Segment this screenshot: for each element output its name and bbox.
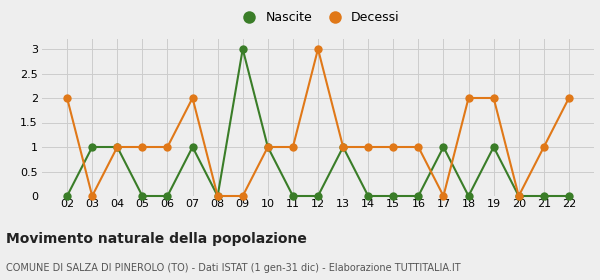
- Nascite: [289, 194, 296, 198]
- Nascite: [365, 194, 372, 198]
- Decessi: [440, 194, 447, 198]
- Nascite: [314, 194, 322, 198]
- Decessi: [89, 194, 96, 198]
- Nascite: [239, 47, 247, 51]
- Decessi: [139, 145, 146, 149]
- Decessi: [189, 96, 196, 100]
- Nascite: [540, 194, 547, 198]
- Nascite: [264, 145, 271, 149]
- Decessi: [365, 145, 372, 149]
- Decessi: [540, 145, 547, 149]
- Nascite: [113, 145, 121, 149]
- Text: Movimento naturale della popolazione: Movimento naturale della popolazione: [6, 232, 307, 246]
- Decessi: [264, 145, 271, 149]
- Nascite: [565, 194, 572, 198]
- Decessi: [64, 96, 71, 100]
- Decessi: [314, 47, 322, 51]
- Decessi: [565, 96, 572, 100]
- Nascite: [164, 194, 171, 198]
- Line: Decessi: Decessi: [63, 45, 573, 200]
- Nascite: [89, 145, 96, 149]
- Decessi: [415, 145, 422, 149]
- Nascite: [415, 194, 422, 198]
- Decessi: [465, 96, 472, 100]
- Decessi: [164, 145, 171, 149]
- Line: Nascite: Nascite: [63, 45, 573, 200]
- Nascite: [490, 145, 497, 149]
- Decessi: [289, 145, 296, 149]
- Nascite: [515, 194, 523, 198]
- Decessi: [490, 96, 497, 100]
- Nascite: [64, 194, 71, 198]
- Decessi: [239, 194, 247, 198]
- Nascite: [440, 145, 447, 149]
- Nascite: [189, 145, 196, 149]
- Nascite: [214, 194, 221, 198]
- Nascite: [465, 194, 472, 198]
- Text: COMUNE DI SALZA DI PINEROLO (TO) - Dati ISTAT (1 gen-31 dic) - Elaborazione TUTT: COMUNE DI SALZA DI PINEROLO (TO) - Dati …: [6, 263, 461, 273]
- Nascite: [139, 194, 146, 198]
- Decessi: [340, 145, 347, 149]
- Decessi: [113, 145, 121, 149]
- Nascite: [340, 145, 347, 149]
- Decessi: [515, 194, 523, 198]
- Nascite: [389, 194, 397, 198]
- Legend: Nascite, Decessi: Nascite, Decessi: [236, 11, 400, 24]
- Decessi: [214, 194, 221, 198]
- Decessi: [389, 145, 397, 149]
